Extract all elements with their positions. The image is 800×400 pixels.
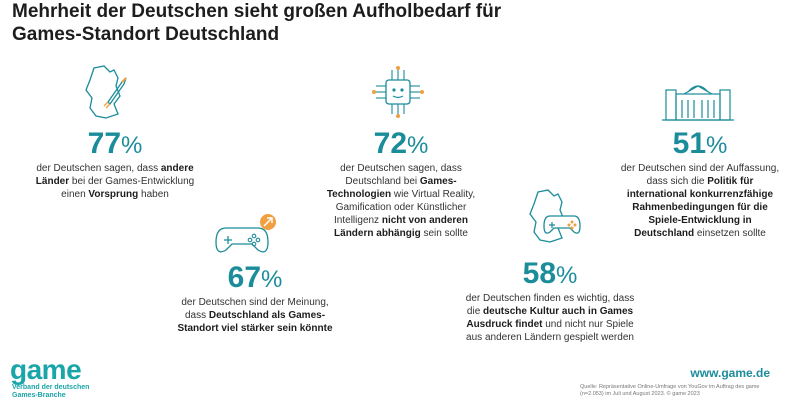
page-title: Mehrheit der Deutschen sieht großen Aufh… [12,1,502,45]
stat-value: 77% [87,127,143,160]
stat-description: der Deutschen sagen, dass andere Länder … [35,163,195,200]
website-link[interactable]: www.game.de [690,366,770,380]
chip-icon [372,66,424,118]
game-logo: game [10,354,82,385]
stat-card: 67% der Deutschen sind der Meinung, dass… [170,262,340,335]
germany-gamepad-icon [529,189,581,243]
stat-description: der Deutschen finden es wichtig, dass di… [465,293,635,343]
reichstag-icon [662,85,734,121]
stat-description: der Deutschen sind der Meinung, dass Deu… [177,297,333,334]
stat-card: 58% der Deutschen finden es wichtig, das… [460,258,640,344]
stat-card: 77% der Deutschen sagen, dass andere Län… [30,128,200,201]
stat-value: 58% [522,257,578,290]
stat-value: 51% [672,127,728,160]
stat-card: 51% der Deutschen sind der Auffassung, d… [620,128,780,240]
source-note: Quelle: Repräsentative Online-Umfrage vo… [580,384,760,397]
gamepad-arrow-icon [215,214,276,253]
logo-subtitle: Verband der deutschen Games-Branche [12,384,90,399]
stat-description: der Deutschen sind der Auffassung, dass … [620,163,780,239]
stat-description: der Deutschen sagen, dass Deutschland be… [326,163,476,239]
stat-value: 67% [227,261,283,294]
stat-value: 72% [373,127,429,160]
germany-rocket-icon [85,65,127,119]
stat-card: 72% der Deutschen sagen, dass Deutschlan… [326,128,476,240]
